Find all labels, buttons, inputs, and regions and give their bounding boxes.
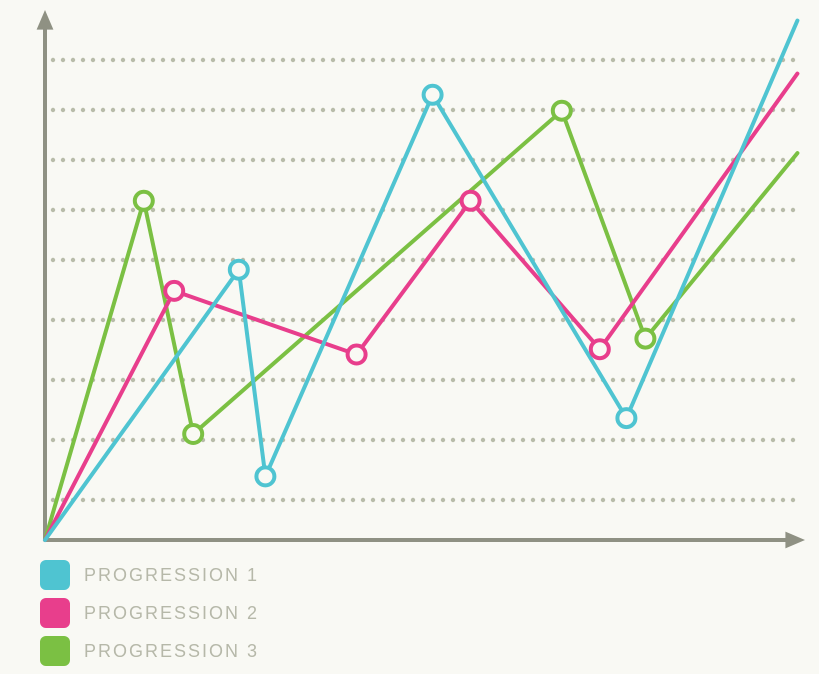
legend-item: PROGRESSION 3: [40, 636, 259, 666]
legend-swatch-2: [40, 598, 70, 628]
legend-swatch-3: [40, 636, 70, 666]
legend-label-3: PROGRESSION 3: [84, 641, 259, 662]
legend: PROGRESSION 1 PROGRESSION 2 PROGRESSION …: [40, 560, 259, 674]
legend-label-1: PROGRESSION 1: [84, 565, 259, 586]
legend-item: PROGRESSION 2: [40, 598, 259, 628]
legend-item: PROGRESSION 1: [40, 560, 259, 590]
legend-label-2: PROGRESSION 2: [84, 603, 259, 624]
legend-swatch-1: [40, 560, 70, 590]
line-chart: PROGRESSION 1 PROGRESSION 2 PROGRESSION …: [0, 0, 819, 674]
